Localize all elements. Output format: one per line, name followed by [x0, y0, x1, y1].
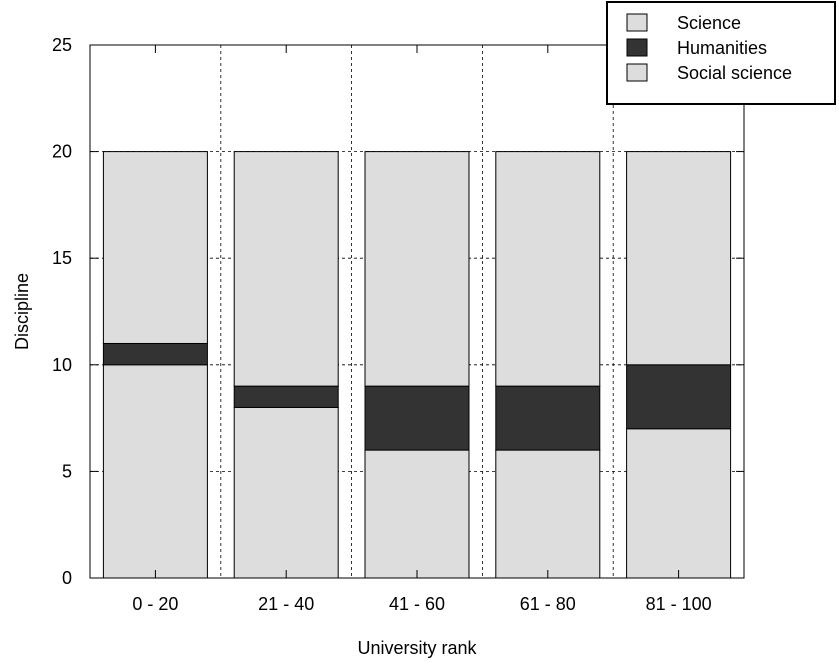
x-tick-label: 61 - 80 — [520, 594, 576, 614]
y-tick-label: 25 — [52, 35, 72, 55]
x-tick-label: 81 - 100 — [646, 594, 712, 614]
bar-segment-social-science — [102, 151, 208, 344]
x-tick-label: 41 - 60 — [389, 594, 445, 614]
legend-swatch — [626, 63, 648, 82]
bar-segment-social-science — [495, 151, 601, 387]
bar-segment-humanities — [102, 342, 208, 366]
bar-segment-science — [233, 406, 339, 579]
legend-swatch — [626, 13, 648, 32]
bar-segment-humanities — [364, 385, 470, 451]
x-tick-label: 21 - 40 — [258, 594, 314, 614]
bar-segment-humanities — [495, 385, 601, 451]
bar-segment-social-science — [364, 151, 470, 387]
legend-label: Social science — [677, 63, 792, 83]
bar-segment-science — [364, 449, 470, 579]
x-tick-label: 0 - 20 — [132, 594, 178, 614]
bars — [102, 151, 732, 579]
y-tick-label: 10 — [52, 355, 72, 375]
y-tick-label: 20 — [52, 142, 72, 162]
legend: Science Humanities Social science — [606, 1, 836, 105]
legend-swatch — [626, 38, 648, 57]
bar-segment-social-science — [626, 151, 732, 366]
x-axis-label: University rank — [357, 638, 477, 658]
bar-segment-humanities — [626, 364, 732, 430]
bar-segment-social-science — [233, 151, 339, 387]
y-axis-label: Discipline — [12, 273, 32, 350]
legend-label: Science — [677, 13, 741, 33]
bar-segment-science — [626, 428, 732, 579]
bar-segment-science — [495, 449, 601, 579]
bar-segment-humanities — [233, 385, 339, 408]
axes: 0 5 10 15 20 25 0 - 20 21 - 40 41 - 60 61 - 80 81 … — [52, 35, 744, 614]
y-tick-label: 5 — [62, 461, 72, 481]
bar-segment-science — [102, 364, 208, 579]
legend-label: Humanities — [677, 38, 767, 58]
y-tick-label: 0 — [62, 568, 72, 588]
y-tick-label: 15 — [52, 248, 72, 268]
